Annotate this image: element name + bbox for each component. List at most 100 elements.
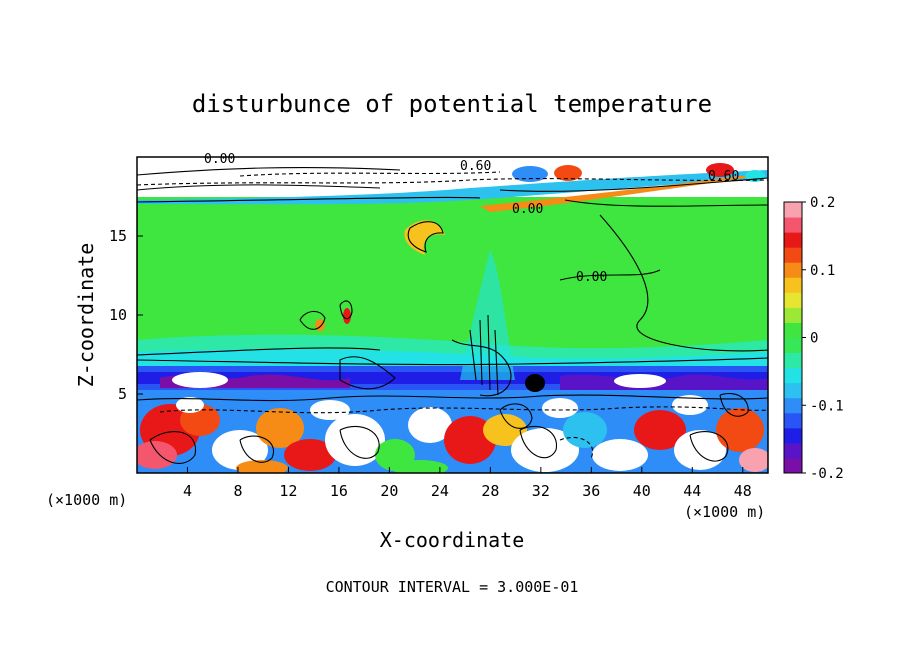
contour-line (137, 357, 768, 366)
contour-line (149, 431, 196, 464)
colorbar-tick-label: 0 (810, 331, 818, 347)
x-tick-label: 28 (481, 482, 499, 500)
x-tick-label: 16 (330, 482, 348, 500)
warm-patch (343, 308, 351, 324)
white-patch (172, 372, 228, 388)
x-unit-left: (×1000 m) (46, 491, 127, 509)
colorbar-tick-label: -0.2 (810, 466, 844, 482)
convective-plume (460, 250, 515, 380)
contour-line (137, 203, 381, 356)
colorbar-swatch (784, 382, 802, 399)
colorbar-swatch (784, 232, 802, 248)
contour-line (137, 184, 381, 191)
turbulence-patch (176, 397, 204, 413)
colorbar-swatch (784, 427, 802, 444)
turbulence-patch (542, 398, 578, 418)
turbulence-patch (674, 430, 726, 470)
contour-line-negative (559, 436, 593, 461)
turbulence-patch (444, 416, 496, 464)
contour-line (499, 403, 533, 429)
contour-line (299, 310, 326, 330)
colorbar-tick-label: -0.1 (810, 398, 844, 414)
contour-label: 0.00 (576, 270, 607, 285)
y-tick-label: 15 (109, 227, 127, 245)
contour-interval-note: CONTOUR INTERVAL = 3.000E-01 (326, 578, 579, 596)
white-patch (614, 374, 666, 388)
turbulence-patch (408, 407, 452, 443)
contour-lines (137, 166, 768, 464)
colorbar-swatch (784, 337, 802, 354)
x-tick-label: 40 (633, 482, 651, 500)
contour-label: 0.00 (204, 152, 235, 167)
colorbar-swatch (784, 292, 802, 308)
x-tick-label: 24 (431, 482, 449, 500)
turbulence-patch (284, 439, 336, 471)
warm-streak (480, 176, 760, 212)
colorbar-swatch (784, 442, 802, 459)
turbulence-patch (716, 408, 764, 452)
contour-label: 0.60 (460, 159, 491, 174)
colorbar-swatch (784, 262, 802, 278)
colorbar-swatch (784, 457, 802, 474)
contour-line (494, 329, 499, 396)
y-tick-label: 10 (109, 306, 127, 324)
x-tick-label: 12 (279, 482, 297, 500)
contour-labels: 0.00 0.60 0.00 0.60 0.00 (204, 152, 739, 285)
turbulence-patch (236, 460, 288, 473)
colorbar-swatch (784, 202, 802, 218)
y-axis-label: Z-coordinate (74, 243, 98, 388)
colorbar-swatch (784, 397, 802, 414)
x-tick-label: 48 (734, 482, 752, 500)
turbulence-patch (137, 441, 177, 469)
contour-line (137, 196, 481, 203)
colorbar-swatch (784, 307, 802, 323)
contour-line (519, 425, 558, 459)
y-tick-label: 5 (118, 385, 127, 403)
warm-patch (706, 163, 734, 177)
contour-line (137, 394, 768, 402)
contour-line-negative (239, 171, 501, 177)
x-axis: 4 8 12 16 20 24 28 32 36 40 44 48 (183, 467, 752, 500)
turbulence-patch (634, 410, 686, 450)
colorbar-swatch (784, 217, 802, 233)
turbulence-patch (483, 414, 527, 446)
plot-area (137, 157, 768, 473)
colorbar-tick-label: 0.2 (810, 195, 835, 211)
x-axis-label: X-coordinate (380, 528, 525, 552)
turbulence-patch (592, 439, 648, 471)
turbulence-patch (310, 400, 350, 420)
x-tick-label: 4 (183, 482, 192, 500)
turbulence-patch (672, 395, 708, 415)
contour-line (339, 300, 353, 320)
contour-line-negative (137, 178, 768, 186)
contour-line (689, 430, 729, 462)
turbulence-patch (325, 414, 385, 466)
x-tick-label: 8 (233, 482, 242, 500)
colorbar-tick-label: 0.1 (810, 263, 835, 279)
contour-line (564, 199, 768, 207)
field-blobs (137, 157, 768, 473)
chart-title: disturbunce of potential temperature (192, 90, 712, 118)
colorbar-swatch (784, 277, 802, 293)
contour-line (137, 166, 401, 176)
contour-line (719, 393, 749, 417)
x-tick-label: 20 (380, 482, 398, 500)
contour-line (559, 269, 661, 281)
contour-line (239, 435, 275, 463)
colorbar-swatch (784, 322, 802, 338)
turbulence-patch (563, 412, 607, 448)
contour-cluster (525, 374, 545, 392)
contour-label: 0.00 (512, 202, 543, 217)
colorbar-swatch (784, 352, 802, 369)
colorbar-swatch (784, 367, 802, 384)
x-tick-label: 44 (683, 482, 701, 500)
contour-line (599, 214, 768, 352)
contour-line (339, 425, 380, 459)
turbulence-patch (739, 448, 768, 472)
y-axis: 5 10 15 (109, 227, 143, 403)
colorbar: 0.2 0.1 0 -0.1 -0.2 (783, 195, 844, 482)
contour-line-negative (159, 406, 768, 414)
contour-line (469, 329, 477, 381)
contour-label: 0.60 (708, 169, 739, 184)
